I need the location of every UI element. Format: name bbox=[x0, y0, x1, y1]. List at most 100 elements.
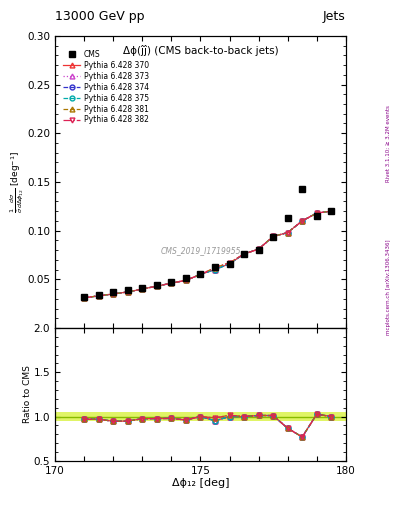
Pythia 6.428 374 bbox=[154, 283, 159, 289]
Pythia 6.428 381 bbox=[285, 229, 290, 236]
Pythia 6.428 375 bbox=[198, 271, 203, 278]
CMS bbox=[242, 251, 246, 257]
Pythia 6.428 374 bbox=[96, 293, 101, 299]
X-axis label: Δϕ₁₂ [deg]: Δϕ₁₂ [deg] bbox=[172, 478, 229, 488]
Pythia 6.428 370 bbox=[300, 218, 305, 224]
Pythia 6.428 370 bbox=[242, 251, 246, 257]
Pythia 6.428 382 bbox=[198, 271, 203, 278]
CMS bbox=[96, 292, 101, 298]
Text: Δϕ(ĵĵ) (CMS back-to-back jets): Δϕ(ĵĵ) (CMS back-to-back jets) bbox=[123, 45, 278, 56]
Pythia 6.428 373 bbox=[213, 266, 217, 272]
Pythia 6.428 373 bbox=[300, 218, 305, 224]
Pythia 6.428 374 bbox=[184, 277, 188, 283]
Pythia 6.428 375 bbox=[314, 210, 319, 216]
Pythia 6.428 373 bbox=[154, 283, 159, 289]
Pythia 6.428 370 bbox=[285, 229, 290, 236]
CMS bbox=[300, 186, 305, 192]
Pythia 6.428 375 bbox=[111, 291, 116, 297]
Pythia 6.428 382 bbox=[213, 265, 217, 271]
Pythia 6.428 374 bbox=[285, 229, 290, 236]
Pythia 6.428 375 bbox=[285, 229, 290, 236]
Pythia 6.428 375 bbox=[227, 261, 232, 267]
Pythia 6.428 375 bbox=[213, 266, 217, 272]
Pythia 6.428 375 bbox=[300, 218, 305, 224]
Pythia 6.428 370 bbox=[140, 286, 145, 292]
Pythia 6.428 381 bbox=[111, 291, 116, 297]
CMS bbox=[125, 287, 130, 293]
Pythia 6.428 382 bbox=[111, 291, 116, 297]
Pythia 6.428 375 bbox=[96, 293, 101, 299]
Pythia 6.428 374 bbox=[213, 266, 217, 272]
Pythia 6.428 374 bbox=[227, 261, 232, 267]
Pythia 6.428 370 bbox=[227, 261, 232, 267]
Pythia 6.428 374 bbox=[271, 233, 275, 240]
CMS bbox=[256, 247, 261, 253]
Pythia 6.428 370 bbox=[82, 295, 86, 301]
Text: Jets: Jets bbox=[323, 10, 346, 23]
Pythia 6.428 370 bbox=[256, 246, 261, 252]
Y-axis label: $\frac{1}{\bar{\sigma}}\frac{d\sigma}{d\Delta\phi_{12}}$ [deg$^{-1}$]: $\frac{1}{\bar{\sigma}}\frac{d\sigma}{d\… bbox=[8, 151, 26, 213]
Y-axis label: Ratio to CMS: Ratio to CMS bbox=[23, 366, 32, 423]
Pythia 6.428 375 bbox=[140, 286, 145, 292]
Pythia 6.428 374 bbox=[256, 246, 261, 252]
Pythia 6.428 374 bbox=[314, 210, 319, 216]
Pythia 6.428 381 bbox=[271, 233, 275, 240]
Pythia 6.428 382 bbox=[125, 289, 130, 295]
CMS bbox=[285, 215, 290, 221]
Pythia 6.428 381 bbox=[213, 265, 217, 271]
Pythia 6.428 373 bbox=[82, 295, 86, 301]
CMS bbox=[82, 294, 86, 300]
Pythia 6.428 374 bbox=[169, 280, 174, 286]
Pythia 6.428 382 bbox=[140, 286, 145, 292]
Pythia 6.428 374 bbox=[329, 208, 334, 214]
Pythia 6.428 381 bbox=[125, 289, 130, 295]
Pythia 6.428 370 bbox=[314, 210, 319, 216]
Pythia 6.428 374 bbox=[300, 218, 305, 224]
Pythia 6.428 381 bbox=[154, 283, 159, 289]
Pythia 6.428 381 bbox=[184, 277, 188, 283]
Pythia 6.428 381 bbox=[329, 208, 334, 214]
Pythia 6.428 381 bbox=[96, 293, 101, 299]
Pythia 6.428 373 bbox=[242, 251, 246, 257]
Pythia 6.428 373 bbox=[314, 210, 319, 216]
Line: Pythia 6.428 375: Pythia 6.428 375 bbox=[82, 209, 334, 300]
CMS bbox=[154, 282, 159, 288]
Pythia 6.428 382 bbox=[256, 246, 261, 252]
Line: CMS: CMS bbox=[81, 186, 334, 300]
Line: Pythia 6.428 374: Pythia 6.428 374 bbox=[82, 209, 334, 300]
CMS bbox=[140, 285, 145, 291]
Pythia 6.428 381 bbox=[300, 218, 305, 224]
CMS bbox=[213, 264, 217, 270]
Pythia 6.428 375 bbox=[242, 251, 246, 257]
Pythia 6.428 373 bbox=[198, 271, 203, 278]
Pythia 6.428 381 bbox=[242, 251, 246, 257]
Pythia 6.428 375 bbox=[271, 233, 275, 240]
Line: Pythia 6.428 381: Pythia 6.428 381 bbox=[82, 209, 334, 300]
Pythia 6.428 370 bbox=[111, 291, 116, 297]
Pythia 6.428 381 bbox=[198, 271, 203, 278]
Pythia 6.428 374 bbox=[242, 251, 246, 257]
Pythia 6.428 370 bbox=[154, 283, 159, 289]
Pythia 6.428 381 bbox=[227, 260, 232, 266]
Bar bbox=[55, 412, 346, 421]
CMS bbox=[227, 261, 232, 267]
Pythia 6.428 381 bbox=[314, 210, 319, 216]
Pythia 6.428 381 bbox=[140, 286, 145, 292]
Pythia 6.428 382 bbox=[242, 251, 246, 257]
Pythia 6.428 381 bbox=[169, 280, 174, 286]
Pythia 6.428 382 bbox=[285, 229, 290, 236]
CMS bbox=[329, 208, 334, 214]
CMS bbox=[314, 213, 319, 219]
Text: mcplots.cern.ch [arXiv:1306.3436]: mcplots.cern.ch [arXiv:1306.3436] bbox=[386, 239, 391, 334]
Pythia 6.428 382 bbox=[227, 260, 232, 266]
Legend: CMS, Pythia 6.428 370, Pythia 6.428 373, Pythia 6.428 374, Pythia 6.428 375, Pyt: CMS, Pythia 6.428 370, Pythia 6.428 373,… bbox=[62, 49, 151, 126]
Pythia 6.428 382 bbox=[329, 208, 334, 214]
Pythia 6.428 382 bbox=[82, 295, 86, 301]
CMS bbox=[271, 234, 275, 241]
Pythia 6.428 370 bbox=[329, 208, 334, 214]
Pythia 6.428 382 bbox=[96, 293, 101, 299]
Pythia 6.428 370 bbox=[169, 280, 174, 286]
Pythia 6.428 382 bbox=[300, 218, 305, 224]
Pythia 6.428 373 bbox=[111, 291, 116, 297]
Pythia 6.428 373 bbox=[271, 233, 275, 240]
